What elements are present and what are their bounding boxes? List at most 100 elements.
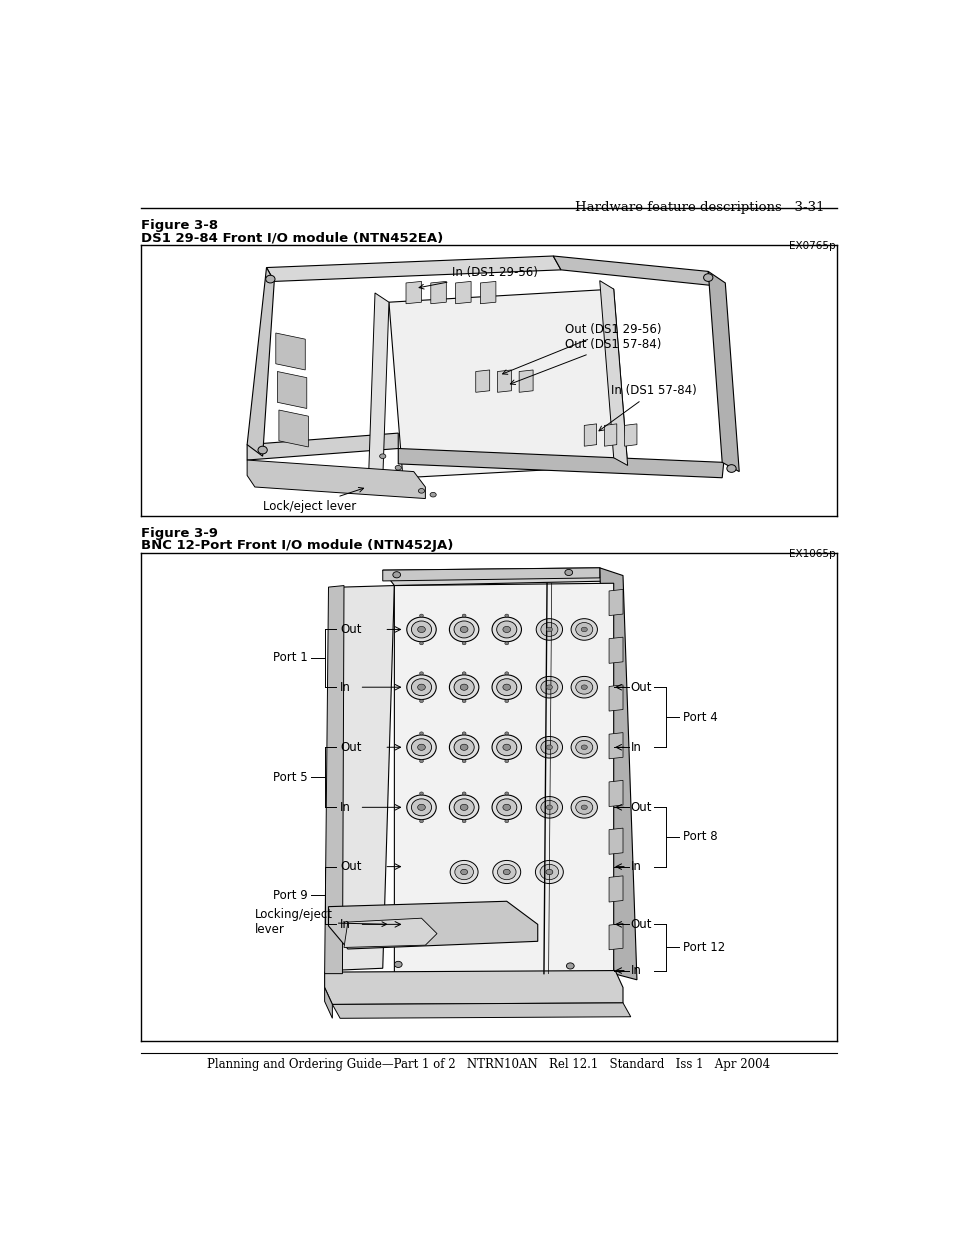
- Text: Planning and Ordering Guide—Part 1 of 2   NTRN10AN   Rel 12.1   Standard   Iss 1: Planning and Ordering Guide—Part 1 of 2 …: [207, 1058, 770, 1071]
- Ellipse shape: [540, 622, 558, 636]
- Ellipse shape: [459, 684, 468, 690]
- Text: BNC 12-Port Front I/O module (NTN452JA): BNC 12-Port Front I/O module (NTN452JA): [141, 540, 453, 552]
- Polygon shape: [382, 568, 615, 585]
- Ellipse shape: [575, 740, 592, 755]
- Polygon shape: [344, 918, 436, 947]
- Polygon shape: [328, 902, 537, 948]
- Ellipse shape: [580, 805, 587, 810]
- Text: In: In: [340, 800, 351, 814]
- Ellipse shape: [449, 674, 478, 699]
- Ellipse shape: [580, 685, 587, 689]
- Text: Port 4: Port 4: [682, 710, 717, 724]
- Polygon shape: [328, 585, 394, 971]
- Polygon shape: [608, 685, 622, 711]
- Ellipse shape: [502, 684, 510, 690]
- Text: Hardware feature descriptions   3-31: Hardware feature descriptions 3-31: [575, 200, 823, 214]
- Text: In: In: [340, 918, 351, 931]
- Ellipse shape: [564, 569, 572, 576]
- Ellipse shape: [540, 740, 558, 755]
- Polygon shape: [406, 282, 421, 304]
- Ellipse shape: [492, 735, 521, 760]
- Polygon shape: [278, 410, 308, 447]
- Ellipse shape: [571, 619, 597, 640]
- Polygon shape: [604, 424, 617, 446]
- Ellipse shape: [575, 680, 592, 694]
- Ellipse shape: [394, 961, 402, 967]
- Text: Out: Out: [630, 680, 652, 694]
- Polygon shape: [247, 433, 397, 461]
- Ellipse shape: [461, 760, 466, 763]
- Ellipse shape: [417, 626, 425, 632]
- Ellipse shape: [504, 760, 508, 763]
- Ellipse shape: [580, 627, 587, 632]
- Ellipse shape: [539, 864, 558, 879]
- Ellipse shape: [546, 685, 552, 689]
- Ellipse shape: [726, 464, 736, 472]
- Ellipse shape: [419, 732, 423, 735]
- Ellipse shape: [459, 804, 468, 810]
- Ellipse shape: [449, 618, 478, 642]
- Ellipse shape: [417, 745, 425, 751]
- Ellipse shape: [540, 800, 558, 814]
- Ellipse shape: [546, 805, 552, 810]
- Polygon shape: [608, 924, 622, 950]
- Ellipse shape: [571, 677, 597, 698]
- Ellipse shape: [535, 861, 562, 883]
- Polygon shape: [247, 268, 274, 456]
- Polygon shape: [608, 732, 622, 758]
- Polygon shape: [266, 256, 560, 282]
- Polygon shape: [497, 370, 511, 393]
- Ellipse shape: [419, 642, 423, 645]
- Ellipse shape: [536, 619, 562, 640]
- Polygon shape: [583, 424, 596, 446]
- Ellipse shape: [497, 739, 517, 756]
- Ellipse shape: [461, 614, 466, 618]
- Ellipse shape: [504, 614, 508, 618]
- Polygon shape: [553, 256, 709, 285]
- Ellipse shape: [504, 642, 508, 645]
- Polygon shape: [608, 829, 622, 855]
- Ellipse shape: [502, 745, 510, 751]
- Ellipse shape: [461, 642, 466, 645]
- Text: Port 9: Port 9: [273, 889, 307, 902]
- Ellipse shape: [497, 621, 517, 638]
- Ellipse shape: [419, 614, 423, 618]
- Ellipse shape: [430, 493, 436, 496]
- Ellipse shape: [571, 797, 597, 818]
- Ellipse shape: [454, 679, 474, 695]
- Polygon shape: [707, 272, 739, 472]
- Polygon shape: [332, 1003, 630, 1019]
- Polygon shape: [324, 988, 332, 1019]
- Ellipse shape: [540, 680, 558, 694]
- Ellipse shape: [266, 275, 274, 283]
- Polygon shape: [431, 282, 446, 304]
- Text: Figure 3-8: Figure 3-8: [141, 219, 218, 232]
- Ellipse shape: [497, 864, 516, 879]
- Ellipse shape: [419, 760, 423, 763]
- Ellipse shape: [417, 804, 425, 810]
- Ellipse shape: [449, 735, 478, 760]
- Ellipse shape: [393, 572, 400, 578]
- Ellipse shape: [406, 674, 436, 699]
- Polygon shape: [247, 461, 425, 499]
- Ellipse shape: [504, 732, 508, 735]
- Polygon shape: [324, 585, 344, 973]
- Text: Figure 3-9: Figure 3-9: [141, 527, 217, 540]
- Polygon shape: [599, 280, 627, 466]
- Text: Out (DS1 29-56): Out (DS1 29-56): [502, 322, 660, 374]
- Text: In: In: [340, 680, 351, 694]
- Text: Out: Out: [340, 622, 361, 636]
- Polygon shape: [608, 589, 622, 615]
- Text: Port 12: Port 12: [682, 941, 724, 953]
- Ellipse shape: [575, 622, 592, 636]
- Ellipse shape: [379, 454, 385, 458]
- Text: Port 5: Port 5: [273, 771, 307, 784]
- Ellipse shape: [411, 621, 431, 638]
- Text: In: In: [630, 965, 641, 977]
- Polygon shape: [608, 781, 622, 806]
- Polygon shape: [275, 333, 305, 370]
- Polygon shape: [382, 568, 599, 580]
- Ellipse shape: [461, 792, 466, 795]
- Ellipse shape: [461, 699, 466, 703]
- Ellipse shape: [419, 820, 423, 823]
